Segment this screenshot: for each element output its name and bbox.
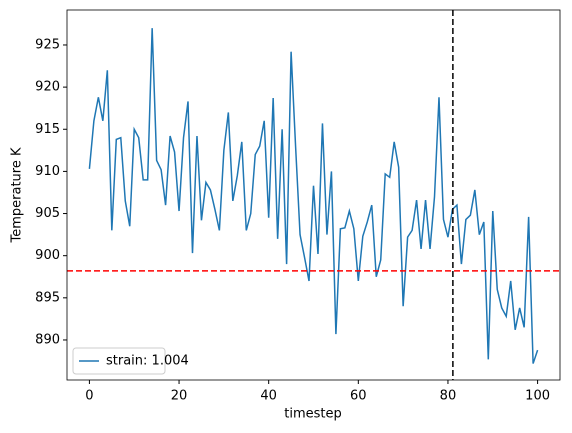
y-tick-label: 900	[35, 248, 60, 263]
x-tick-label: 20	[171, 389, 188, 404]
x-tick-label: 60	[350, 389, 367, 404]
y-tick-label: 895	[35, 290, 60, 305]
y-tick-label: 920	[35, 80, 60, 95]
x-tick-label: 80	[440, 389, 457, 404]
y-axis-label: Temperature K	[10, 147, 25, 243]
legend-box	[72, 347, 166, 375]
x-tick-label: 0	[85, 389, 93, 404]
x-tick-label: 40	[260, 389, 277, 404]
x-tick-label: 100	[525, 389, 550, 404]
y-tick-label: 905	[35, 206, 60, 221]
plot-frame	[66, 9, 561, 381]
x-axis-label: timestep	[284, 407, 342, 422]
y-tick-label: 915	[35, 122, 60, 137]
data-line	[88, 28, 539, 364]
legend-label: strain: 1.004	[106, 354, 189, 369]
y-tick-label: 925	[35, 37, 60, 52]
y-tick-label: 890	[35, 332, 60, 347]
y-tick-label: 910	[35, 164, 60, 179]
